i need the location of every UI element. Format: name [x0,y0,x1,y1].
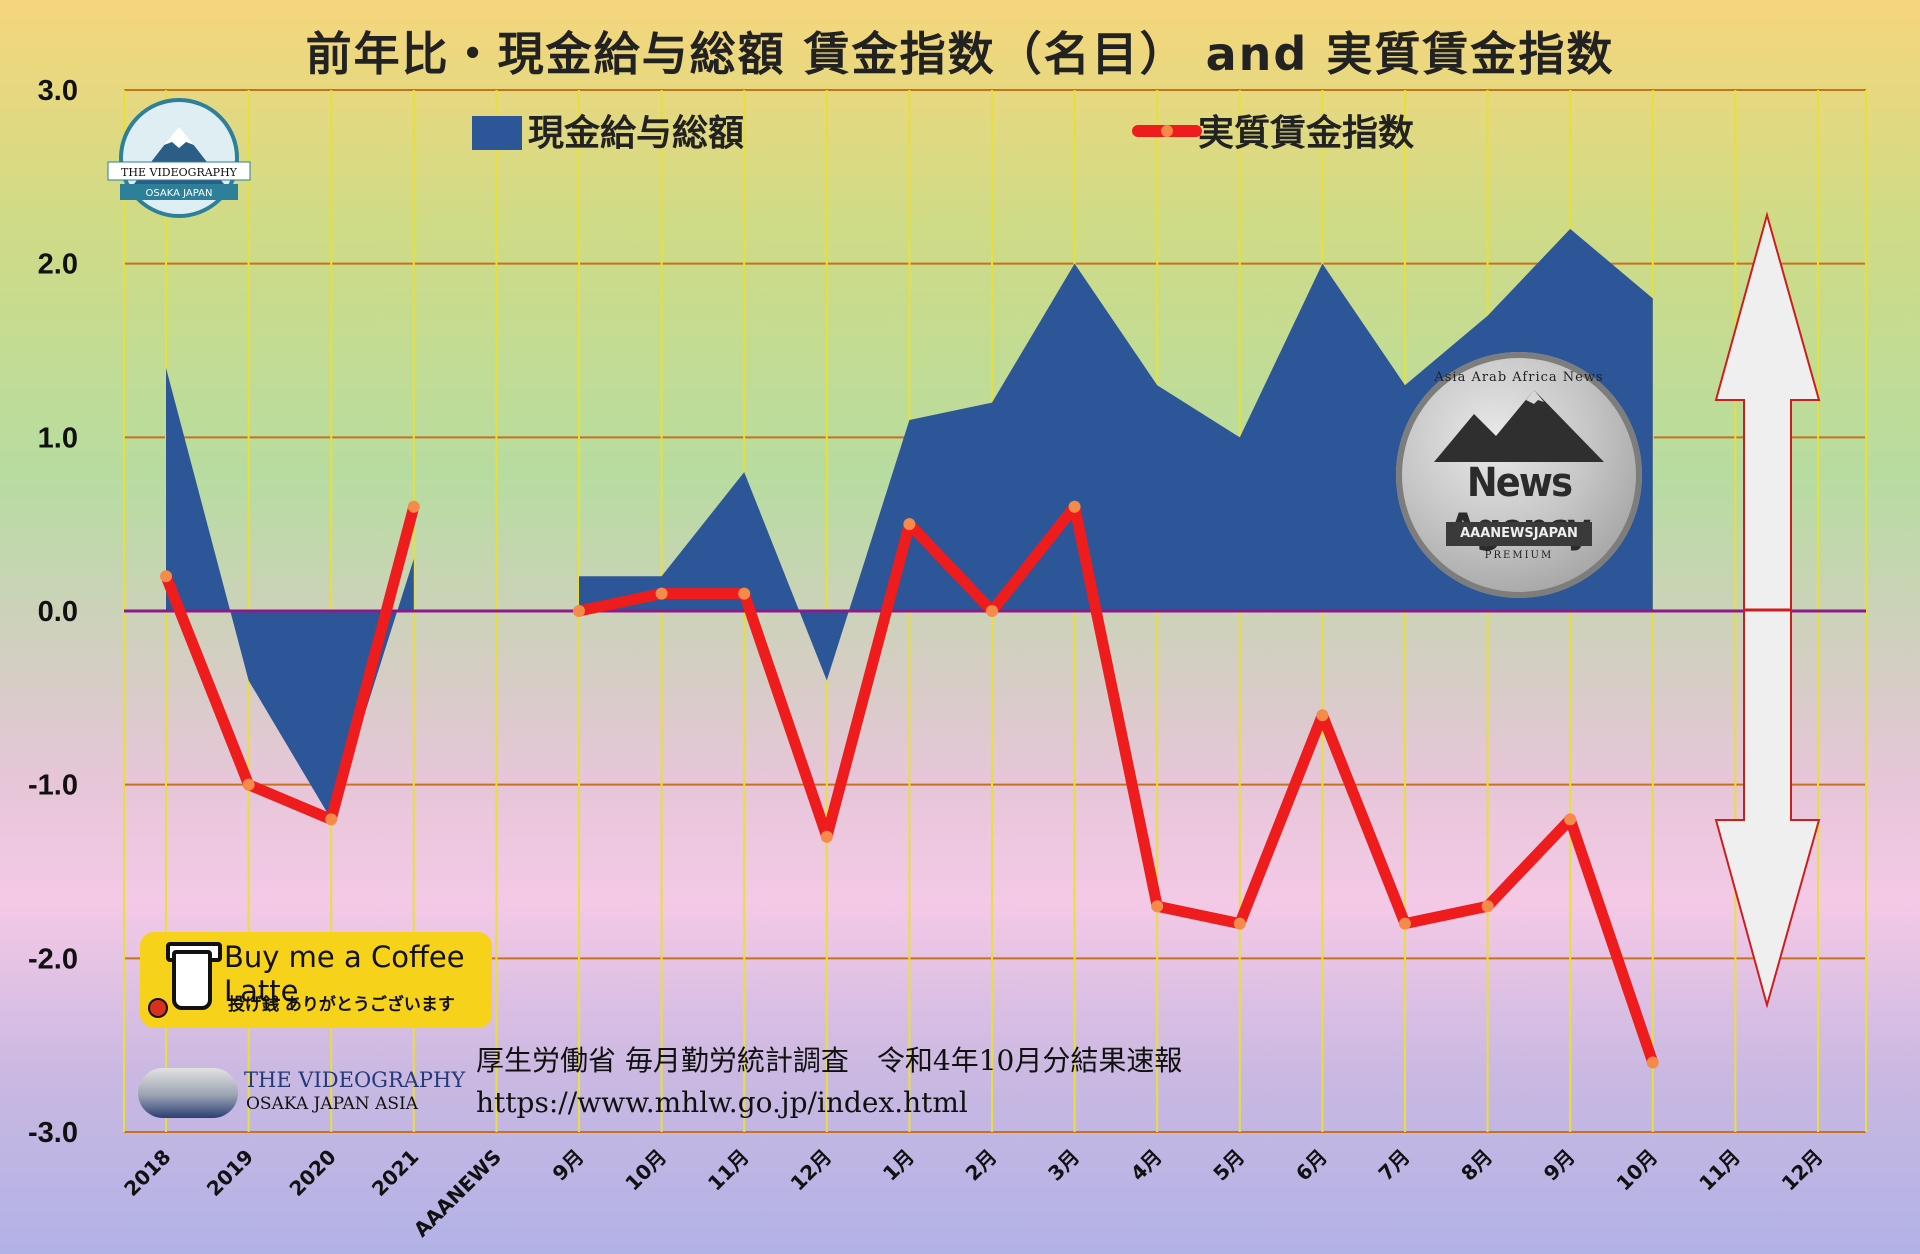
x-tick-label: 2021 [367,1145,423,1201]
data-point [986,605,998,617]
news-agency-badge: Asia Arab Africa News News Agency AAANEW… [1396,352,1642,598]
data-point [325,813,338,826]
logo-bottom-line1: THE VIDEOGRAPHY [244,1068,466,1092]
y-tick-label: 3.0 [38,75,78,107]
data-point [407,500,420,513]
data-point [242,778,255,791]
area-shape [166,367,414,820]
data-point [1151,900,1164,913]
x-tick-label: 12月 [786,1145,837,1196]
legend-swatch-area [472,116,522,150]
x-tick-label: 10月 [1612,1145,1663,1196]
data-point [160,570,172,583]
x-tick-label: 8月 [1456,1145,1497,1186]
coffee-badge-subtitle: 投げ銭 ありがとうございます [228,995,455,1015]
x-tick-label: 2019 [202,1145,258,1201]
data-point [1646,1056,1659,1069]
y-tick-label: 2.0 [38,249,78,281]
news-badge-ribbon: AAANEWSJAPAN [1446,522,1592,546]
news-badge-arc-text: Asia Arab Africa News [1434,370,1604,385]
mountain-banner-icon [138,1068,238,1118]
area-shape [579,228,1653,681]
coffee-cup-icon [172,950,212,1010]
data-point [573,605,585,617]
legend-marker [1161,125,1173,137]
data-point [903,518,916,531]
legend-label-area: 現金給与総額 [528,112,744,154]
data-point [1564,813,1577,826]
series-line [573,501,1659,1069]
source-note: 厚生労働省 毎月勤労統計調査 令和4年10月分結果速報 https://www.… [476,1040,1182,1124]
line-series [160,500,1659,1069]
mountain-logo-icon: THE VIDEOGRAPHY OSAKA JAPAN [107,98,251,218]
x-tick-label: 11月 [1694,1145,1745,1196]
x-tick-label: 7月 [1374,1145,1415,1186]
x-tick-label: 10月 [620,1145,671,1196]
data-point [1316,709,1329,722]
data-point [1481,900,1494,913]
x-tick-label: 1月 [878,1145,919,1186]
logo-top-sub: OSAKA JAPAN [146,188,213,199]
x-tick-label: 9月 [548,1145,589,1186]
x-tick-label: 9月 [1539,1145,1580,1186]
x-tick-label: AAANEWS [409,1145,506,1242]
coin-icon [148,998,168,1018]
y-tick-label: 0.0 [38,596,78,628]
y-axis: 3.0 2.0 1.0 0.0 -1.0 -2.0 -3.0 [28,75,78,1149]
x-tick-label: 12月 [1777,1145,1828,1196]
logo-top-text: THE VIDEOGRAPHY [121,166,238,179]
data-point [738,587,751,600]
legend-label-line: 実質賃金指数 [1198,112,1414,154]
data-point [1233,917,1246,930]
x-tick-label: 2020 [284,1145,340,1201]
chart-title: 前年比・現金給与総額 賃金指数（名目） and 実質賃金指数 [305,27,1615,81]
y-tick-label: -3.0 [28,1117,78,1149]
source-line1: 厚生労働省 毎月勤労統計調査 令和4年10月分結果速報 [476,1044,1183,1077]
data-point [1399,917,1411,930]
x-tick-label: 6月 [1291,1145,1332,1186]
y-tick-label: -1.0 [28,770,78,802]
y-tick-label: 1.0 [38,422,78,454]
news-badge-sub: PREMIUM [1484,550,1554,561]
data-point [655,587,668,600]
double-arrow-icon [1714,211,1821,1009]
data-point [820,830,833,843]
mountain-peaks-icon [1434,390,1604,462]
videography-logo: THE VIDEOGRAPHY OSAKA JAPAN [106,92,252,218]
series-line [160,501,420,825]
x-tick-label: 3月 [1043,1145,1084,1186]
x-tick-label: 5月 [1208,1145,1249,1186]
data-point [1068,500,1081,513]
y-tick-label: -2.0 [28,943,78,975]
videography-logo-bottom: THE VIDEOGRAPHY OSAKA JAPAN ASIA [138,1068,465,1120]
legend: 現金給与総額 実質賃金指数 [472,112,1414,154]
logo-bottom-line2: OSAKA JAPAN ASIA [246,1094,418,1114]
source-url[interactable]: https://www.mhlw.go.jp/index.html [476,1086,968,1119]
x-tick-label: 2018 [119,1145,175,1201]
coffee-badge-title: Buy me a Coffee Latte [224,940,465,1008]
buy-coffee-badge[interactable]: Buy me a Coffee Latte 投げ銭 ありがとうございます [140,932,492,1028]
x-tick-label: 11月 [703,1145,754,1196]
x-tick-label: 4月 [1126,1145,1167,1186]
area-series [166,228,1653,820]
x-tick-label: 2月 [961,1145,1002,1186]
